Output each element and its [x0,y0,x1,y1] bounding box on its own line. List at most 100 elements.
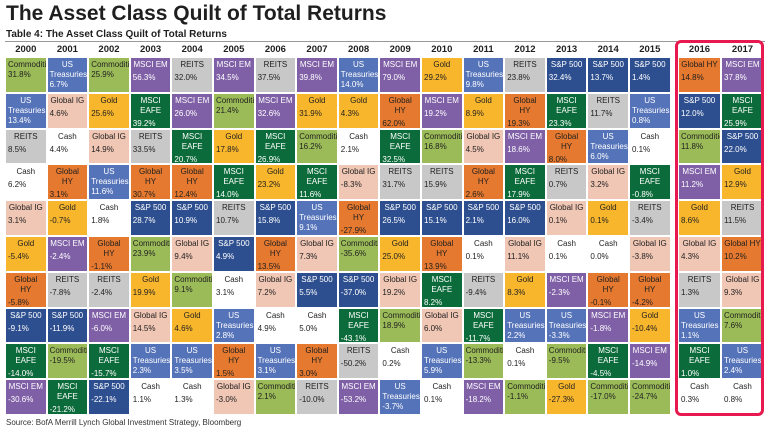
asset-return: 23.3% [548,118,572,128]
asset-return: 17.8% [216,144,239,154]
quilt-cell: Cash 2.1% [337,128,380,165]
asset-return: 21.4% [216,105,239,115]
asset-return: 7.6% [724,320,743,330]
quilt-cell: MSCI EM -30.6% [5,379,47,415]
asset-return: -0.8% [632,190,653,200]
quilt-cell: MSCI EM -2.3% [545,271,588,308]
quilt-cell: Global HY 14.8% [678,57,721,93]
asset-name: US Treasuries [681,310,719,330]
asset-return: 2.2% [507,330,526,340]
quilt-cell: US Treasuries 0.8% [629,92,671,129]
quilt-cell: Global IG 6.0% [421,307,463,344]
quilt-cell: MSCI EAFE 39.2% [129,92,172,129]
asset-name: Cash [690,382,709,392]
asset-return: -13.3% [465,356,491,366]
quilt-cell: Global IG 4.6% [46,92,89,129]
quilt-cell: REITS 37.5% [254,57,297,93]
quilt-cell: MSCI EAFE 8.2% [421,271,463,308]
asset-return: 3.5% [174,366,193,376]
asset-name: MSCI EAFE [98,346,120,366]
asset-return: 8.9% [465,108,484,118]
quilt-cell: S&P 500 -37.0% [337,271,380,308]
asset-return: 5.9% [424,366,443,376]
quilt-cell: MSCI EAFE -0.8% [629,164,671,201]
asset-return: -1.1% [91,262,113,271]
asset-name: S&P 500 [726,131,759,141]
year-header: 2006 [264,44,286,55]
quilt-cell: US Treasuries 1.1% [678,307,721,344]
asset-name: Gold [734,167,751,177]
quilt-cell: MSCI EAFE 14.0% [213,164,255,201]
quilt-cell: Cash 4.4% [46,128,89,165]
year-header: 2000 [15,44,37,55]
asset-return: 2.1% [465,216,484,226]
quilt-cell: Cash 0.1% [421,379,463,415]
quilt-cell: MSCI EAFE 23.3% [545,92,588,129]
quilt-cell: S&P 500 4.9% [213,236,255,272]
asset-return: 37.5% [257,73,281,82]
asset-return: -27.3% [548,395,575,405]
asset-return: 18.9% [382,320,406,330]
quilt-cell: S&P 500 22.0% [721,128,764,165]
asset-name: Cash [640,131,660,141]
quilt-cell: MSCI EM 79.0% [379,57,421,93]
quilt-cell: Cash 0.1% [629,128,671,165]
asset-return: 3.1% [257,366,276,376]
asset-name: MSCI EM [8,382,43,392]
asset-name: S&P 500 [683,95,716,105]
asset-return: 11.5% [724,216,747,226]
quilt-cell: S&P 500 -9.1% [5,307,47,344]
asset-return: 79.0% [382,73,406,82]
asset-return: 33.5% [132,144,156,154]
asset-name: MSCI EM [549,274,584,284]
asset-return: 23.8% [507,73,530,82]
quilt-cell: REITS -50.2% [337,343,380,380]
asset-return: -53.2% [340,395,367,405]
asset-name: REITS [388,167,412,177]
quilt-cell: REITS 33.5% [129,128,172,165]
asset-return: 15.8% [257,216,281,226]
asset-name: US Treasuries [340,60,379,79]
asset-name: Gold [142,274,160,284]
asset-return: 8.0% [548,154,568,164]
quilt-cell: Global IG -3.0% [213,379,255,415]
quilt-cell: Cash 4.9% [254,307,297,344]
asset-return: 2.1% [340,144,360,154]
asset-name: Gold [474,95,492,105]
asset-return: 19.9% [132,287,156,297]
asset-return: 2.6% [465,190,484,200]
title: The Asset Class Quilt of Total Returns [6,2,387,25]
quilt-cell: Global HY 12.4% [171,164,213,201]
asset-return: 34.5% [216,73,239,82]
quilt-cell: MSCI EAFE -14.0% [5,343,47,380]
quilt-cell: Commodities21.4% [213,92,255,129]
asset-name: REITS [346,346,371,356]
asset-name: Gold [691,203,708,213]
quilt-cell: Global HY -5.8% [5,271,47,308]
quilt-cell: Cash 3.1% [213,271,255,308]
asset-return: 28.7% [132,216,156,226]
quilt-cell: MSCI EAFE 32.5% [379,128,421,165]
asset-name: Global IG [466,131,501,141]
asset-return: 0.8% [724,395,743,405]
asset-name: REITS [596,95,620,105]
year-header: 2010 [431,44,453,55]
asset-return: 4.3% [681,252,700,261]
asset-return: 15.9% [424,180,447,190]
quilt-cell: US Treasuries 2.8% [213,307,255,344]
asset-return: 4.3% [340,108,360,118]
asset-name: S&P 500 [634,60,666,69]
asset-return: 6.2% [8,180,27,190]
asset-return: 15.1% [424,216,447,226]
asset-return: 62.0% [382,118,406,128]
quilt-cell: Global HY 13.9% [421,236,463,272]
asset-return: 14.9% [91,144,114,154]
quilt-cell: MSCI EM 26.0% [171,92,213,129]
asset-return: 37.8% [724,73,747,82]
quilt-cell: Global IG -3.8% [629,236,671,272]
asset-return: 32.6% [257,108,281,118]
asset-return: -8.3% [340,180,362,190]
quilt-cell: Commodities2.1% [254,379,297,415]
asset-name: Global IG [591,167,626,177]
asset-return: -9.4% [465,287,487,297]
